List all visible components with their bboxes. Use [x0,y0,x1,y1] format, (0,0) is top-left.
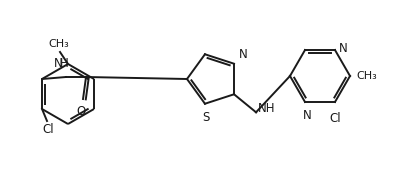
Text: H: H [60,57,69,70]
Text: S: S [202,111,209,124]
Text: N: N [339,42,348,55]
Text: N: N [53,57,63,70]
Text: CH₃: CH₃ [356,71,377,81]
Text: CH₃: CH₃ [49,39,69,49]
Text: Cl: Cl [42,123,54,136]
Text: N: N [303,109,311,122]
Text: Cl: Cl [329,112,341,125]
Text: N: N [239,48,248,61]
Text: O: O [76,105,86,118]
Text: NH: NH [258,102,276,115]
